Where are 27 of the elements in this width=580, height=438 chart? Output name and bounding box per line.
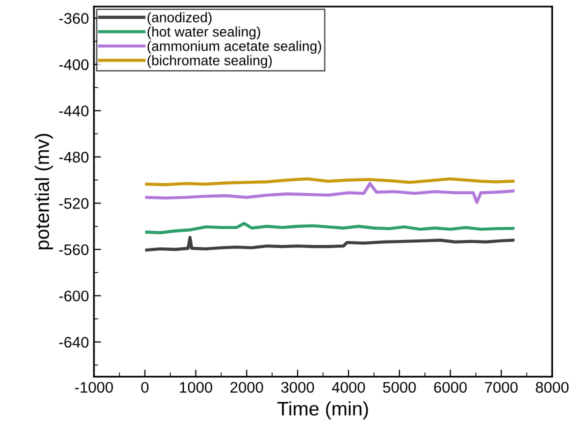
y-tick-label: -440 <box>59 106 89 116</box>
legend-label: (ammonium acetate sealing) <box>148 40 322 54</box>
y-tick-label: -360 <box>59 13 89 24</box>
x-tick-label: 5000 <box>383 382 416 393</box>
y-tick-label: -600 <box>59 290 89 302</box>
x-tick-label: 7000 <box>485 382 518 393</box>
legend-label: (bichromate sealing) <box>148 55 272 68</box>
y-tick-label: -560 <box>59 244 89 256</box>
x-tick-label: 8000 <box>536 382 569 393</box>
y-tick-label: -520 <box>59 198 89 209</box>
line-series <box>145 182 514 204</box>
y-tick-label: -480 <box>59 152 89 163</box>
x-tick-label: -1000 <box>75 382 113 393</box>
line-series <box>145 236 514 252</box>
line-series <box>145 222 514 234</box>
x-tick-label: 1000 <box>180 382 212 393</box>
y-tick-label: -400 <box>59 59 89 70</box>
x-axis-title: Time (min) <box>277 401 368 420</box>
legend-label: (hot water sealing) <box>148 26 260 40</box>
x-tick-label: 3000 <box>281 382 314 393</box>
y-axis-title: potential (mv) <box>34 134 53 250</box>
x-tick-label: 4000 <box>332 382 365 393</box>
x-tick-label: 6000 <box>434 382 467 393</box>
legend-label: (anodized) <box>148 12 212 26</box>
x-tick-label: 0 <box>141 382 149 393</box>
y-tick-label: -640 <box>59 336 89 348</box>
x-tick-label: 2000 <box>230 382 264 393</box>
